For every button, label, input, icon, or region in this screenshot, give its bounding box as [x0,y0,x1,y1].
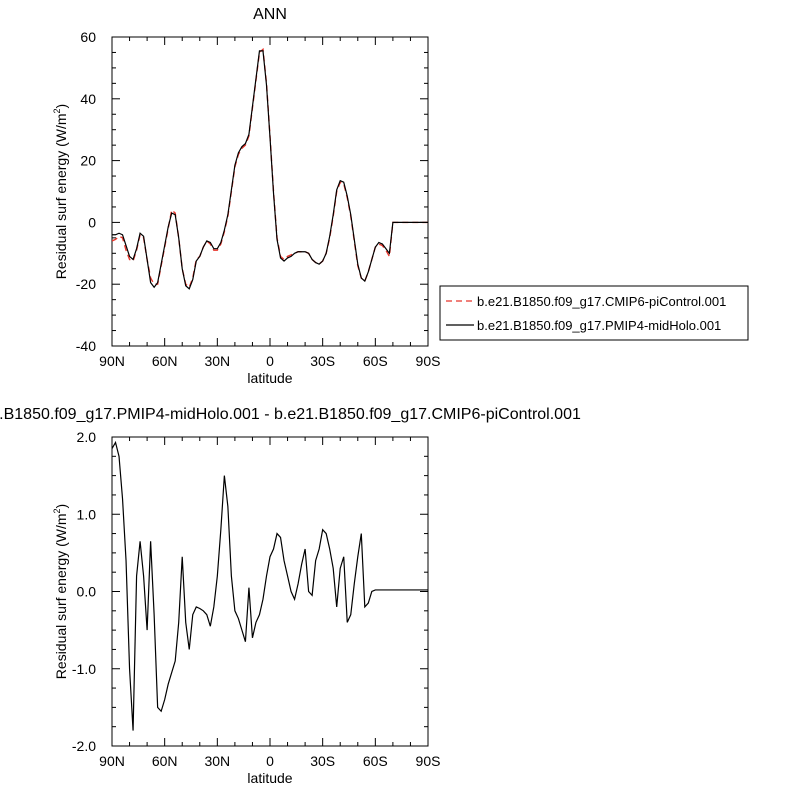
x-tick-label: 60S [363,753,388,769]
y-axis-title-main: Residual surf energy (W/m [53,113,69,279]
y-tick-label: -20 [76,276,96,292]
series-line-1 [112,47,428,289]
y-axis-title-sup: 2 [52,108,62,113]
y-tick-label: 20 [80,153,96,169]
y-tick-label: 40 [80,91,96,107]
series-line-1 [112,440,428,731]
legend: b.e21.B1850.f09_g17.CMIP6-piControl.001b… [439,285,749,341]
x-tick-label: 90S [416,353,441,369]
y-axis-title-main: Residual surf energy (W/m [53,513,69,679]
legend-label: b.e21.B1850.f09_g17.CMIP6-piControl.001 [477,294,726,309]
x-axis-title: latitude [247,770,292,786]
plot-frame [111,36,429,347]
legend-box [439,285,749,341]
series-line-2 [112,50,428,290]
y-tick-label: 1.0 [77,506,97,522]
y-tick-label: 2.0 [77,429,97,445]
x-tick-label: 30S [310,753,335,769]
y-axis-title-sup: 2 [52,508,62,513]
plot-frame [111,436,429,747]
y-axis-title-end: ) [53,504,69,509]
x-axis-title: latitude [247,370,292,386]
y-tick-label: -1.0 [72,661,96,677]
legend-label: b.e21.B1850.f09_g17.PMIP4-midHolo.001 [477,318,721,333]
y-axis-title-end: ) [53,104,69,109]
x-tick-label: 90N [99,753,125,769]
y-tick-label: 0.0 [77,584,97,600]
chart-title: b.e21.B1850.f09_g17.PMIP4-midHolo.001 - … [0,406,581,423]
x-tick-label: 60N [152,753,178,769]
x-tick-label: 60N [152,353,178,369]
x-tick-label: 90N [99,353,125,369]
x-tick-label: 60S [363,353,388,369]
x-tick-label: 30S [310,353,335,369]
x-tick-label: 30N [204,353,230,369]
chart-panel-2: b.e21.B1850.f09_g17.PMIP4-midHolo.001 - … [0,406,581,786]
y-tick-label: 0 [88,214,96,230]
chart-title: ANN [253,6,287,23]
chart-panel-1: ANN 90N 60N 30N 0 30S 60S 90S -40 -20 0 20 40 60 latit… [52,6,749,386]
x-tick-label: 0 [266,353,274,369]
x-tick-label: 0 [266,753,274,769]
y-axis-title: Residual surf energy (W/m2) [52,104,69,279]
x-tick-label: 30N [204,753,230,769]
y-tick-label: -2.0 [72,738,96,754]
y-tick-label: 60 [80,29,96,45]
y-tick-label: -40 [76,338,96,354]
y-axis-title: Residual surf energy (W/m2) [52,504,69,679]
x-tick-label: 90S [416,753,441,769]
